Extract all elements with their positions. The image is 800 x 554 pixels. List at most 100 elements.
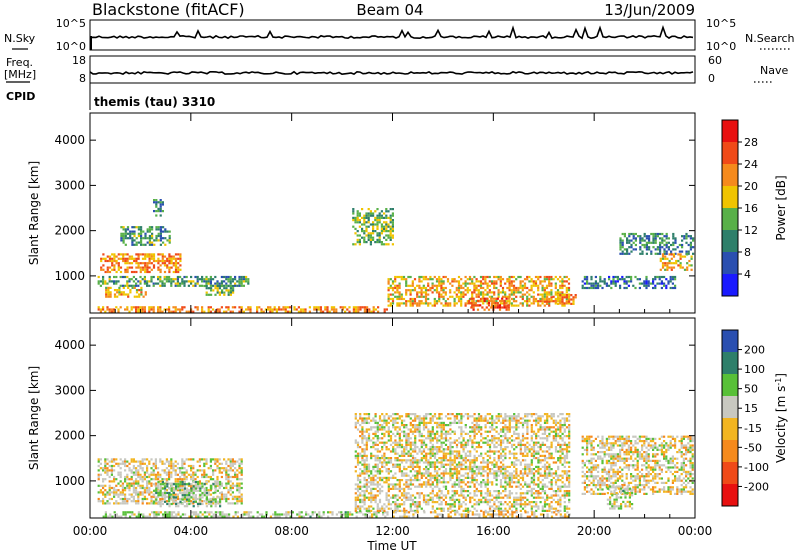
echo-cell-2	[176, 278, 179, 281]
echo-cell-3	[354, 483, 357, 486]
echo-cell-3	[427, 461, 430, 464]
echo-cell-1	[192, 505, 195, 508]
echo-cell-0	[106, 502, 109, 505]
echo-cell-13	[666, 257, 669, 260]
echo-cell-3	[405, 435, 408, 438]
echo-cell-0	[181, 471, 184, 474]
echo-cell-3	[453, 417, 456, 420]
echo-cell-0	[278, 306, 281, 309]
echo-cell-8	[497, 293, 500, 296]
echo-cell-8	[464, 304, 467, 307]
echo-cell-0	[223, 497, 226, 501]
echo-cell-3	[394, 421, 397, 424]
echo-cell-7	[372, 212, 375, 215]
echo-cell-8	[528, 280, 531, 283]
echo-cell-3	[473, 498, 476, 501]
echo-cell-8	[427, 289, 430, 292]
echo-cell-5	[133, 234, 136, 238]
echo-cell-3	[407, 415, 410, 418]
echo-cell-6	[159, 207, 162, 210]
echo-cell-3	[466, 472, 470, 475]
echo-cell-0	[236, 482, 239, 485]
echo-cell-3	[403, 472, 406, 475]
echo-cell-8	[391, 297, 395, 301]
echo-cell-1	[159, 489, 162, 492]
echo-cell-3	[172, 270, 175, 274]
power-colorbar-blocks	[722, 120, 738, 296]
echo-cell-2	[203, 278, 206, 281]
echo-cell-3	[458, 437, 461, 440]
echo-cell-3	[407, 450, 410, 453]
echo-cell-3	[398, 509, 401, 512]
echo-cell-3	[106, 270, 109, 274]
echo-cell-8	[473, 275, 476, 279]
echo-cell-13	[664, 257, 667, 260]
echo-cell-9	[470, 302, 473, 305]
echo-cell-0	[216, 460, 219, 463]
echo-cell-3	[365, 454, 368, 457]
echo-cell-12	[656, 235, 659, 238]
echo-cell-3	[480, 454, 483, 457]
echo-cell-1	[175, 505, 178, 508]
echo-cell-2	[272, 513, 275, 516]
echo-cell-5	[122, 226, 125, 229]
echo-cell-8	[398, 304, 401, 307]
echo-cell-3	[420, 417, 423, 420]
echo-cell-3	[425, 424, 428, 427]
echo-cell-2	[238, 284, 241, 287]
echo-cell-2	[234, 282, 237, 285]
echo-cell-3	[157, 262, 160, 265]
echo-cell-8	[532, 284, 535, 287]
echo-cell-0	[183, 471, 186, 474]
echo-cell-0	[137, 495, 140, 498]
echo-cell-5	[122, 237, 125, 240]
echo-cell-8	[405, 278, 408, 281]
echo-cell-10	[561, 302, 564, 305]
echo-cell-8	[541, 293, 544, 296]
echo-cell-11	[586, 280, 589, 283]
echo-cell-3	[157, 266, 160, 269]
echo-cell-3	[370, 496, 373, 499]
echo-cell-2	[207, 282, 210, 285]
echo-cell-0	[187, 310, 190, 313]
echo-cell-12	[689, 248, 692, 251]
echo-cell-3	[447, 417, 450, 420]
echo-cell-3	[425, 503, 428, 506]
echo-cell-7	[367, 212, 370, 215]
echo-cell-3	[493, 463, 496, 466]
echo-cell-3	[387, 494, 390, 497]
echo-cell-12	[659, 237, 662, 240]
echo-cell-2	[165, 278, 168, 281]
echo-cell-2	[300, 511, 303, 514]
echo-cell-0	[194, 473, 197, 476]
echo-cell-1	[118, 289, 121, 292]
echo-cell-3	[361, 435, 364, 438]
echo-cell-0	[113, 310, 116, 313]
echo-cell-0	[225, 478, 228, 481]
echo-cell-7	[358, 241, 361, 244]
echo-cell-3	[422, 448, 426, 451]
echo-cell-11	[612, 282, 615, 285]
echo-cell-0	[273, 306, 276, 309]
echo-cell-3	[455, 479, 459, 482]
echo-cell-7	[369, 243, 372, 246]
echo-cell-0	[143, 462, 146, 465]
echo-cell-3	[400, 450, 404, 453]
echo-cell-8	[427, 282, 430, 285]
echo-cell-2	[305, 511, 308, 514]
echo-cell-3	[414, 465, 417, 468]
echo-cell-2	[170, 511, 173, 514]
echo-cell-1	[140, 286, 143, 289]
echo-cell-3	[482, 419, 485, 422]
echo-cell-3	[442, 485, 445, 488]
power-colorbar-label: Power [dB]	[774, 175, 788, 240]
echo-cell-11	[610, 286, 613, 290]
echo-cell-2	[113, 511, 116, 514]
echo-cell-3	[471, 465, 474, 468]
echo-cell-1	[219, 498, 222, 501]
echo-cell-3	[102, 257, 105, 260]
echo-cell-12	[665, 241, 668, 244]
echo-cell-0	[148, 460, 151, 463]
echo-cell-0	[121, 500, 124, 503]
echo-cell-0	[196, 486, 199, 490]
